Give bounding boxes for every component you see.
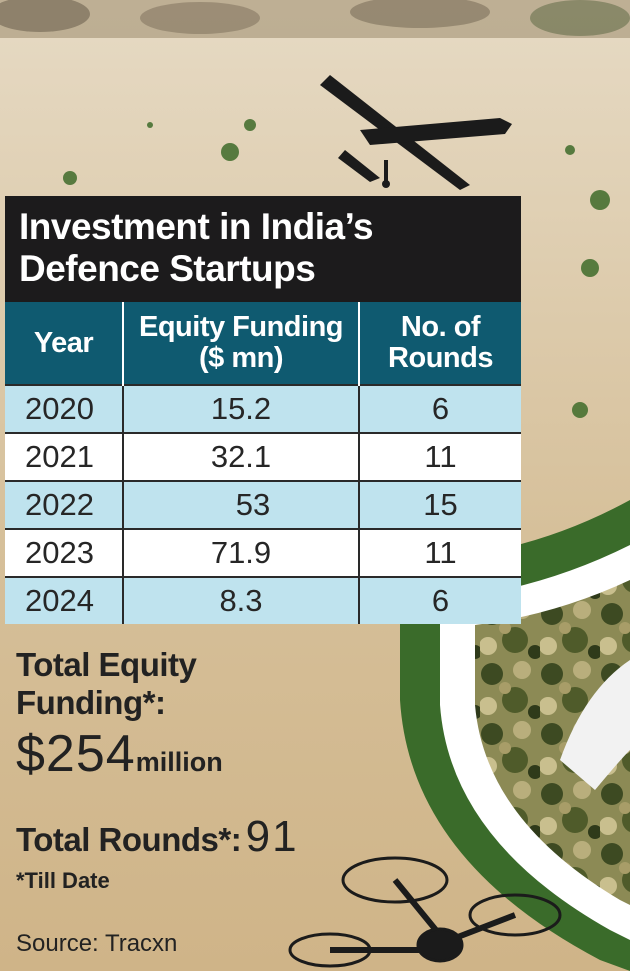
cell-funding: 53 <box>123 480 360 529</box>
cell-rounds: 11 <box>359 528 521 577</box>
total-rounds-label: Total Rounds*: <box>16 821 242 858</box>
col-header-year: Year <box>5 302 124 385</box>
total-rounds-block: Total Rounds*: 91 <box>16 812 299 862</box>
quadcopter-drone-icon <box>288 856 562 968</box>
title-line-1: Investment in India’s <box>19 206 374 247</box>
funding-table-card: Investment in India’s Defence Startups Y… <box>5 196 521 624</box>
cell-rounds: 6 <box>359 576 521 624</box>
chart-title: Investment in India’s Defence Startups <box>5 196 521 302</box>
rocket-icon <box>560 660 630 790</box>
funding-table: Year Equity Funding ($ mn) No. of Rounds 2… <box>5 302 521 624</box>
total-equity-label-1: Total Equity <box>16 646 197 683</box>
total-rounds-value: 91 <box>245 812 299 861</box>
table-header-row: Year Equity Funding ($ mn) No. of Rounds <box>5 302 521 385</box>
table-row: 2024 8.3 6 <box>5 576 521 624</box>
table-row: 2022 53 15 <box>5 480 521 529</box>
col-header-rounds: No. of Rounds <box>359 302 521 385</box>
cell-rounds: 6 <box>359 384 521 433</box>
total-equity-value: $254 <box>16 725 136 783</box>
cell-year: 2021 <box>5 432 124 481</box>
cell-rounds: 15 <box>359 480 521 529</box>
cell-funding: 71.9 <box>123 528 360 577</box>
total-equity-block: Total Equity Funding*: $254million <box>16 646 223 797</box>
total-equity-unit: million <box>135 747 223 777</box>
table-row: 2020 15.2 6 <box>5 384 521 433</box>
cell-funding: 8.3 <box>123 576 360 624</box>
table-row: 2023 71.9 11 <box>5 528 521 577</box>
cell-funding: 32.1 <box>123 432 360 481</box>
cell-year: 2024 <box>5 576 124 624</box>
drone-silhouette-icon <box>320 75 512 190</box>
title-line-2: Defence Startups <box>19 248 316 289</box>
cell-year: 2023 <box>5 528 124 577</box>
source-credit: Source: Tracxn <box>16 930 178 957</box>
cell-funding: 15.2 <box>123 384 360 433</box>
col-header-funding: Equity Funding ($ mn) <box>123 302 360 385</box>
till-date-note: *Till Date <box>16 868 110 893</box>
cell-year: 2020 <box>5 384 124 433</box>
table-row: 2021 32.1 11 <box>5 432 521 481</box>
total-equity-label-2: Funding*: <box>16 684 166 721</box>
cell-year: 2022 <box>5 480 124 529</box>
cell-rounds: 11 <box>359 432 521 481</box>
